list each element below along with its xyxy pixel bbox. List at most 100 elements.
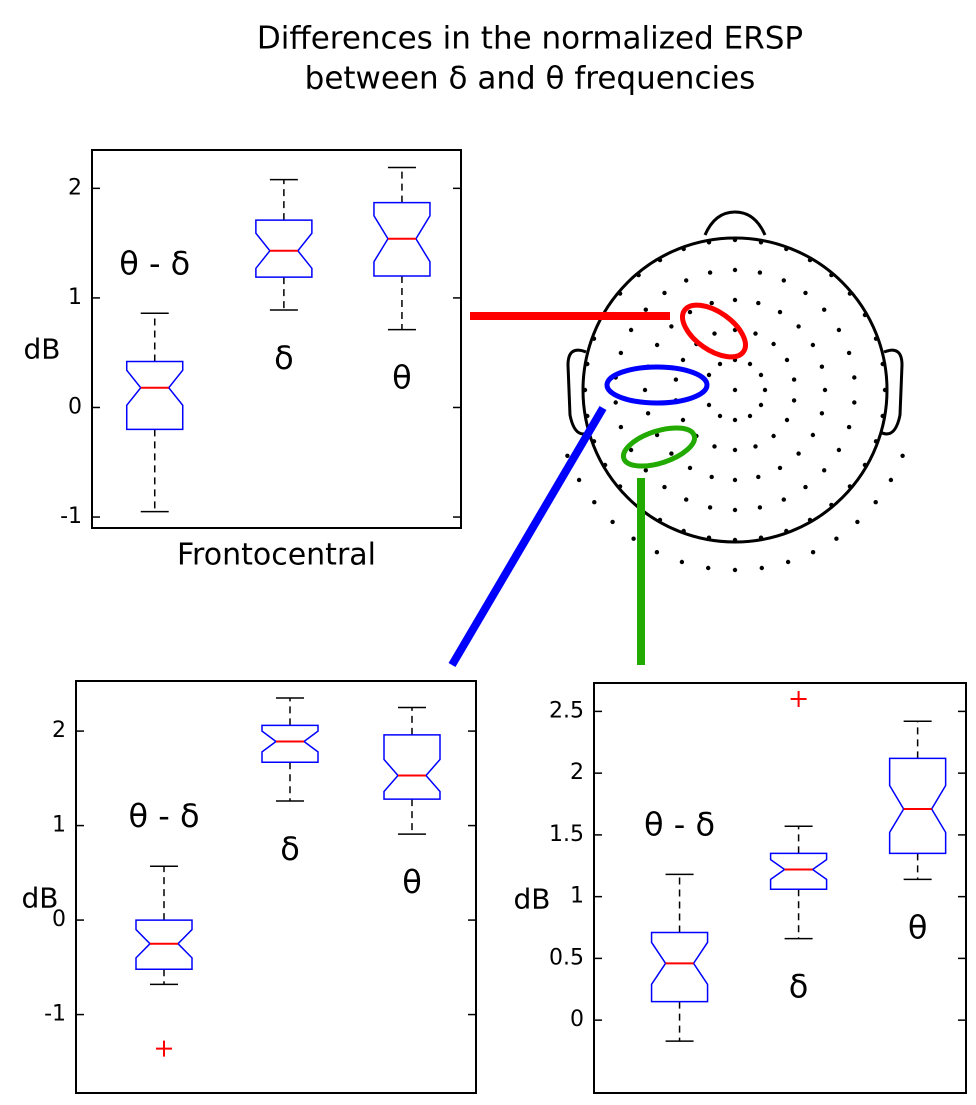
y-tick-label: 2 xyxy=(570,760,584,785)
category-label: θ xyxy=(392,359,412,397)
electrode xyxy=(852,400,857,405)
electrode xyxy=(759,565,764,571)
electrode xyxy=(610,519,615,525)
electrode xyxy=(819,411,825,416)
electrode xyxy=(822,307,827,312)
title-line: between δ and θ frequencies xyxy=(305,61,756,97)
electrode xyxy=(681,246,686,252)
electrode xyxy=(707,505,713,510)
electrode xyxy=(822,387,828,393)
plot-frame xyxy=(91,149,462,529)
electrode xyxy=(781,278,786,283)
outlier xyxy=(156,1040,172,1057)
box xyxy=(769,852,828,890)
electrode xyxy=(628,327,634,333)
electrode xyxy=(709,474,714,480)
y-tick-label: 2 xyxy=(68,175,82,200)
electrode xyxy=(617,484,623,489)
electrode xyxy=(771,341,776,347)
central-region xyxy=(604,364,710,406)
electrode xyxy=(777,465,783,471)
category-label: δ xyxy=(280,830,300,868)
y-axis-label: dB xyxy=(22,881,59,914)
title-line: Differences in the normalized ERSP xyxy=(257,21,803,57)
left-ear xyxy=(566,348,591,436)
y-tick-label: 2.5 xyxy=(549,698,584,723)
electrode xyxy=(836,447,842,453)
electrode xyxy=(810,550,816,555)
y-tick-label: 2 xyxy=(52,718,66,743)
electrode xyxy=(636,272,641,278)
electrode xyxy=(628,447,634,453)
x-axis-label: Parietal xyxy=(724,1103,837,1105)
electrode xyxy=(747,361,753,367)
electrode xyxy=(707,270,713,275)
electrode xyxy=(657,517,663,523)
electrode xyxy=(829,272,834,278)
box xyxy=(888,757,947,855)
category-label: θ - δ xyxy=(119,244,190,282)
electrode xyxy=(819,364,825,369)
y-tick-label: 1 xyxy=(68,285,82,310)
box xyxy=(255,219,313,278)
electrode xyxy=(654,342,660,348)
electrode xyxy=(862,462,868,468)
category-label: θ xyxy=(908,908,928,946)
electrode xyxy=(680,357,686,363)
electrode xyxy=(602,462,608,468)
category-label: θ - δ xyxy=(644,805,715,843)
electrode xyxy=(753,331,758,336)
electrode xyxy=(669,324,674,329)
electrode xyxy=(618,350,624,356)
electrode xyxy=(717,413,723,419)
electrode xyxy=(684,278,689,283)
electrode xyxy=(747,413,753,419)
electrode xyxy=(862,312,868,318)
electrode xyxy=(803,290,808,296)
electrode xyxy=(834,536,839,541)
electrodes xyxy=(565,237,905,573)
electrode xyxy=(771,433,776,439)
electrode xyxy=(796,451,801,456)
electrode xyxy=(847,484,853,489)
electrode xyxy=(900,453,905,458)
category-label: δ xyxy=(789,968,809,1006)
electrode xyxy=(882,387,888,393)
electrode xyxy=(791,377,797,382)
electrode xyxy=(654,432,660,438)
electrode xyxy=(669,451,674,456)
electrode xyxy=(753,444,758,449)
electrode xyxy=(880,413,885,419)
electrode xyxy=(643,468,648,473)
electrode xyxy=(687,465,693,471)
electrode xyxy=(679,559,685,565)
electrode xyxy=(582,387,588,393)
electrode xyxy=(712,331,717,336)
electrode xyxy=(784,357,790,363)
electrode xyxy=(873,336,879,341)
electrode xyxy=(807,257,813,263)
electrode xyxy=(846,350,852,356)
plot-frame xyxy=(593,682,967,1094)
electrode xyxy=(706,565,711,571)
electrode xyxy=(706,402,712,408)
category-label: θ xyxy=(402,863,422,901)
electrode xyxy=(784,246,789,252)
electrode xyxy=(617,291,623,296)
outlier xyxy=(790,691,807,708)
electrode xyxy=(631,536,636,541)
electrode xyxy=(680,417,686,423)
box xyxy=(383,734,441,800)
electrode xyxy=(785,559,791,565)
electrode xyxy=(706,535,712,540)
electrode xyxy=(732,417,738,423)
electrode xyxy=(784,528,789,534)
right-ear xyxy=(879,348,904,436)
electrode xyxy=(803,484,808,490)
electrode xyxy=(645,411,651,416)
electrode xyxy=(642,387,648,393)
box xyxy=(261,724,319,764)
electrode xyxy=(732,237,738,243)
electrode xyxy=(791,398,797,403)
electrode xyxy=(732,297,738,303)
